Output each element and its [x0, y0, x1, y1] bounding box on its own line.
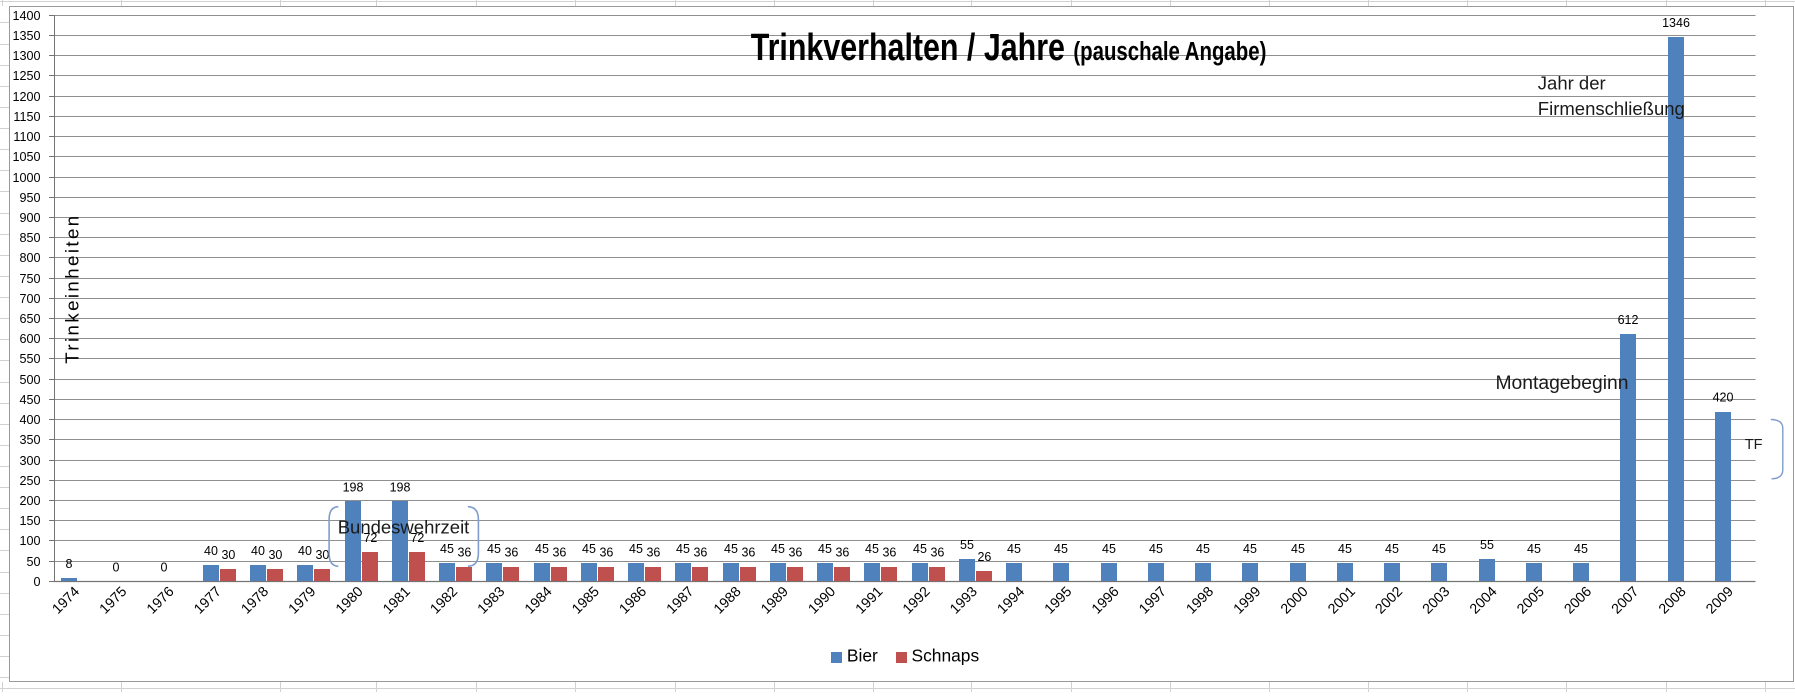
svg-text:45: 45 — [1196, 542, 1210, 556]
svg-text:45: 45 — [865, 542, 879, 556]
svg-text:600: 600 — [19, 332, 40, 346]
svg-text:Jahr der: Jahr der — [1538, 73, 1606, 94]
svg-text:1400: 1400 — [12, 9, 40, 23]
svg-text:45: 45 — [1102, 542, 1116, 556]
svg-text:45: 45 — [1243, 542, 1257, 556]
svg-text:550: 550 — [19, 352, 40, 366]
svg-text:72: 72 — [363, 531, 377, 545]
svg-text:0: 0 — [113, 560, 120, 574]
svg-text:750: 750 — [19, 272, 40, 286]
svg-text:1200: 1200 — [12, 90, 40, 104]
svg-text:500: 500 — [19, 373, 40, 387]
svg-text:72: 72 — [410, 531, 424, 545]
svg-text:198: 198 — [390, 480, 411, 494]
svg-text:36: 36 — [552, 546, 566, 560]
svg-text:45: 45 — [1574, 542, 1588, 556]
svg-text:36: 36 — [788, 546, 802, 560]
svg-text:36: 36 — [599, 546, 613, 560]
svg-text:650: 650 — [19, 312, 40, 326]
svg-text:45: 45 — [535, 542, 549, 556]
svg-text:400: 400 — [19, 413, 40, 427]
svg-text:45: 45 — [1527, 542, 1541, 556]
svg-text:45: 45 — [1385, 542, 1399, 556]
svg-text:36: 36 — [882, 546, 896, 560]
svg-text:36: 36 — [646, 546, 660, 560]
svg-text:36: 36 — [504, 546, 518, 560]
svg-text:1300: 1300 — [12, 49, 40, 63]
svg-text:36: 36 — [457, 546, 471, 560]
svg-text:Trinkeinheiten: Trinkeinheiten — [61, 213, 82, 363]
svg-text:45: 45 — [1338, 542, 1352, 556]
svg-text:40: 40 — [298, 544, 312, 558]
svg-text:Trinkverhalten / Jahre (pausch: Trinkverhalten / Jahre (pauschale Angabe… — [751, 27, 1267, 69]
svg-text:1050: 1050 — [12, 150, 40, 164]
svg-text:850: 850 — [19, 231, 40, 245]
svg-text:Bier: Bier — [847, 645, 878, 665]
svg-text:45: 45 — [771, 542, 785, 556]
svg-text:45: 45 — [1149, 542, 1163, 556]
svg-text:1250: 1250 — [12, 69, 40, 83]
svg-text:700: 700 — [19, 292, 40, 306]
svg-text:300: 300 — [19, 454, 40, 468]
svg-text:40: 40 — [204, 544, 218, 558]
svg-text:950: 950 — [19, 191, 40, 205]
svg-text:1350: 1350 — [12, 29, 40, 43]
svg-text:45: 45 — [1291, 542, 1305, 556]
svg-text:0: 0 — [161, 560, 168, 574]
svg-text:50: 50 — [26, 555, 40, 569]
svg-text:40: 40 — [251, 544, 265, 558]
svg-text:1346: 1346 — [1662, 16, 1690, 30]
svg-text:30: 30 — [268, 548, 282, 562]
svg-text:198: 198 — [343, 480, 364, 494]
svg-text:450: 450 — [19, 393, 40, 407]
svg-text:0: 0 — [33, 575, 40, 589]
svg-text:30: 30 — [221, 548, 235, 562]
svg-text:45: 45 — [1432, 542, 1446, 556]
svg-text:45: 45 — [1007, 542, 1021, 556]
svg-text:100: 100 — [19, 534, 40, 548]
svg-text:612: 612 — [1618, 313, 1639, 327]
svg-text:45: 45 — [913, 542, 927, 556]
svg-text:45: 45 — [582, 542, 596, 556]
svg-text:Bundeswehrzeit: Bundeswehrzeit — [338, 517, 470, 538]
svg-text:45: 45 — [724, 542, 738, 556]
svg-text:200: 200 — [19, 494, 40, 508]
svg-text:55: 55 — [1480, 538, 1494, 552]
svg-text:45: 45 — [676, 542, 690, 556]
svg-text:150: 150 — [19, 514, 40, 528]
svg-text:45: 45 — [1054, 542, 1068, 556]
svg-text:Firmenschließung: Firmenschließung — [1538, 98, 1685, 119]
svg-text:45: 45 — [487, 542, 501, 556]
svg-text:30: 30 — [315, 548, 329, 562]
svg-text:45: 45 — [629, 542, 643, 556]
svg-text:420: 420 — [1713, 391, 1734, 405]
svg-text:TF: TF — [1745, 437, 1763, 453]
svg-text:36: 36 — [741, 546, 755, 560]
svg-text:36: 36 — [930, 546, 944, 560]
svg-text:45: 45 — [440, 542, 454, 556]
svg-text:36: 36 — [835, 546, 849, 560]
svg-text:26: 26 — [977, 550, 991, 564]
svg-text:Montagebeginn: Montagebeginn — [1496, 373, 1629, 394]
svg-text:8: 8 — [66, 557, 73, 571]
svg-text:Schnaps: Schnaps — [912, 645, 980, 665]
svg-text:1100: 1100 — [13, 130, 40, 144]
svg-text:1150: 1150 — [13, 110, 40, 124]
svg-text:900: 900 — [19, 211, 40, 225]
svg-text:800: 800 — [19, 251, 40, 265]
svg-text:1000: 1000 — [12, 171, 40, 185]
svg-text:250: 250 — [19, 474, 40, 488]
svg-text:55: 55 — [960, 538, 974, 552]
svg-text:45: 45 — [818, 542, 832, 556]
svg-text:350: 350 — [19, 433, 40, 447]
svg-text:36: 36 — [693, 546, 707, 560]
